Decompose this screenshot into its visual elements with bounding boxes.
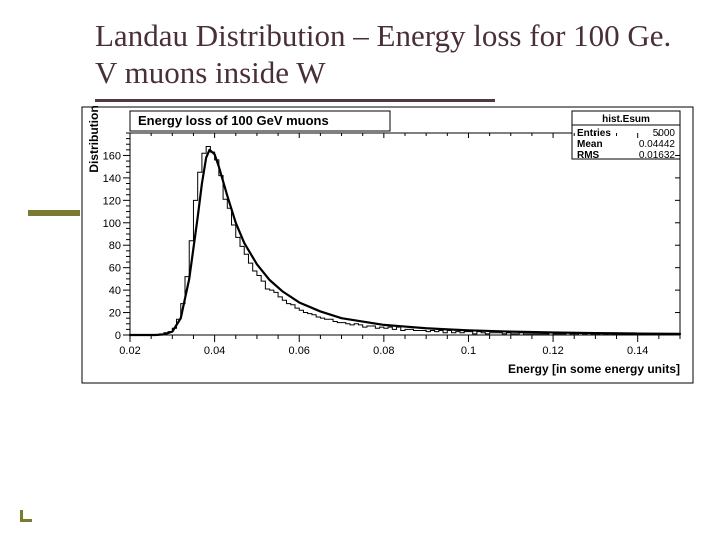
y-tick-label: 100 bbox=[103, 218, 121, 230]
stats-value: 0.04442 bbox=[639, 139, 676, 150]
x-tick-label: 0.08 bbox=[373, 345, 394, 357]
histogram bbox=[130, 146, 680, 335]
stats-label: RMS bbox=[577, 150, 600, 161]
y-tick-label: 40 bbox=[109, 285, 121, 297]
accent-bar bbox=[28, 210, 80, 216]
x-tick-label: 0.06 bbox=[289, 345, 310, 357]
corner-marker-icon bbox=[20, 510, 32, 522]
plot-frame bbox=[130, 133, 680, 335]
title-underline bbox=[95, 99, 495, 102]
y-tick-label: 0 bbox=[115, 330, 121, 342]
stats-label: Mean bbox=[577, 139, 603, 150]
y-tick-label: 140 bbox=[103, 173, 121, 185]
stats-value: 0.01632 bbox=[639, 150, 676, 161]
x-tick-label: 0.04 bbox=[204, 345, 225, 357]
plot-container: Energy loss of 100 GeV muons hist.Esum Ent… bbox=[80, 105, 695, 385]
y-tick-label: 60 bbox=[109, 263, 121, 275]
x-axis-title: Energy [in some energy units] bbox=[508, 362, 680, 376]
y-tick-label: 160 bbox=[103, 150, 121, 162]
slide-title: Landau Distribution – Energy loss for 10… bbox=[95, 18, 685, 91]
y-tick-label: 80 bbox=[109, 240, 121, 252]
plot-title: Energy loss of 100 GeV muons bbox=[138, 113, 329, 128]
x-tick-label: 0.1 bbox=[461, 345, 476, 357]
slide: Landau Distribution – Energy loss for 10… bbox=[0, 0, 720, 540]
slide-title-block: Landau Distribution – Energy loss for 10… bbox=[95, 18, 685, 91]
stats-value: 5000 bbox=[653, 128, 676, 139]
stats-label: Entries bbox=[577, 128, 611, 139]
y-axis-title: Distribution bbox=[87, 105, 101, 172]
x-tick-label: 0.02 bbox=[119, 345, 140, 357]
x-tick-label: 0.12 bbox=[542, 345, 563, 357]
y-tick-label: 20 bbox=[109, 308, 121, 320]
x-tick-label: 0.14 bbox=[627, 345, 648, 357]
plot-svg: Energy loss of 100 GeV muons hist.Esum Ent… bbox=[80, 105, 695, 385]
fit-curve bbox=[130, 150, 680, 335]
stats-hist-name: hist.Esum bbox=[602, 114, 650, 125]
y-tick-label: 120 bbox=[103, 195, 121, 207]
